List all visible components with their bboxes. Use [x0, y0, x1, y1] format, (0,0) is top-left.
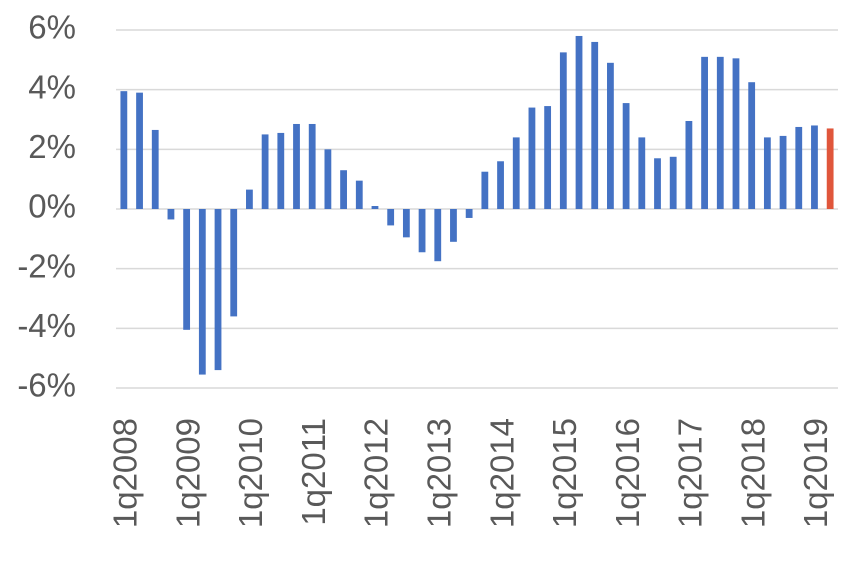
bar: [575, 35, 583, 209]
x-tick-label: 1q2018: [734, 418, 771, 528]
bar: [544, 106, 552, 209]
bar: [434, 209, 442, 262]
y-tick-label: 2%: [28, 128, 76, 165]
bar: [450, 209, 457, 242]
bar: [261, 134, 269, 209]
bar: [779, 135, 787, 209]
bar: [387, 209, 395, 226]
x-tick-label: 1q2013: [420, 418, 457, 528]
bar: [638, 137, 646, 209]
bar: [826, 128, 834, 209]
bar: [183, 209, 191, 330]
bar: [481, 171, 489, 209]
x-tick-label: 1q2017: [672, 418, 709, 528]
bar: [198, 209, 206, 375]
x-tick-label: 1q2015: [546, 418, 583, 528]
bar: [528, 107, 536, 209]
bar: [591, 41, 599, 209]
y-tick-label: -4%: [17, 307, 76, 344]
bar: [402, 209, 410, 238]
bar: [277, 132, 285, 209]
y-tick-label: -6%: [17, 367, 76, 404]
bar: [340, 170, 347, 209]
bar: [622, 103, 630, 209]
bar: [748, 82, 756, 209]
x-tick-label: 1q2009: [169, 418, 206, 528]
x-tick-label: 1q2008: [107, 418, 144, 528]
bar: [654, 158, 661, 209]
bar: [716, 56, 724, 209]
bar: [701, 56, 708, 209]
bar: [371, 206, 379, 209]
bar: [559, 52, 567, 209]
bar: [136, 92, 143, 209]
bar: [795, 126, 803, 209]
bar: [512, 137, 520, 209]
bar: [151, 129, 159, 209]
bar: [293, 123, 300, 209]
bar: [465, 209, 473, 218]
y-tick-label: 0%: [28, 188, 76, 225]
bar: [418, 209, 426, 253]
y-tick-label: -2%: [17, 247, 76, 284]
x-tick-label: 1q2010: [232, 418, 269, 528]
bar: [214, 209, 222, 371]
y-tick-label: 6%: [28, 9, 76, 46]
x-tick-label: 1q2016: [609, 418, 646, 528]
bar: [607, 62, 614, 209]
bar: [497, 161, 504, 209]
x-tick-label: 1q2012: [358, 418, 395, 528]
x-tick-label: 1q2011: [295, 418, 332, 526]
bar: [167, 209, 175, 220]
x-tick-label: 1q2019: [797, 418, 834, 528]
bar: [308, 123, 316, 209]
bar: [763, 137, 771, 209]
bar: [732, 58, 740, 209]
bar: [669, 156, 677, 209]
x-tick-label: 1q2014: [483, 418, 520, 528]
bar: [120, 91, 128, 209]
bar: [246, 189, 253, 209]
bar: [685, 120, 693, 209]
bar: [230, 209, 238, 317]
y-tick-label: 4%: [28, 68, 76, 105]
bar: [355, 180, 363, 209]
bar: [324, 149, 332, 209]
bar: [811, 125, 818, 209]
